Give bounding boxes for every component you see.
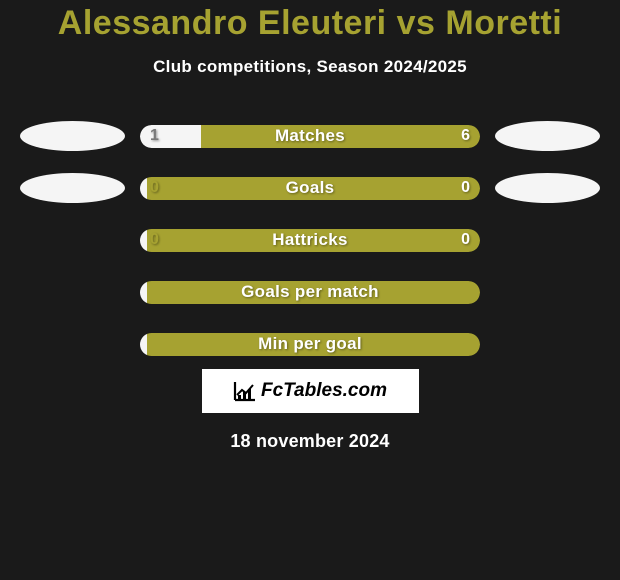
stat-value-right: 6 [461, 127, 470, 145]
player2-bubble [495, 277, 600, 307]
stat-bar: 1 Matches 6 [140, 125, 480, 148]
bar-fill-left [140, 177, 147, 200]
date-label: 18 november 2024 [0, 431, 620, 452]
player1-name: Alessandro Eleuteri [58, 4, 387, 42]
bar-fill-left [140, 333, 147, 356]
logo-text: FcTables.com [261, 380, 387, 402]
stat-value-left: 0 [150, 179, 159, 197]
player1-bubble [20, 225, 125, 255]
stat-label: Goals per match [241, 282, 379, 302]
player2-bubble [495, 173, 600, 203]
stat-bar: Min per goal [140, 333, 480, 356]
comparison-title: Alessandro Eleuteri vs Moretti [0, 0, 620, 43]
bar-fill-left [140, 281, 147, 304]
chart-icon [233, 380, 257, 402]
player2-bubble [495, 329, 600, 359]
stat-row: 0 Goals 0 [0, 173, 620, 203]
player1-bubble [20, 277, 125, 307]
player1-bubble [20, 173, 125, 203]
player1-bubble [20, 329, 125, 359]
stat-bar: 0 Goals 0 [140, 177, 480, 200]
player2-bubble [495, 121, 600, 151]
stat-bar: 0 Hattricks 0 [140, 229, 480, 252]
player2-bubble [495, 225, 600, 255]
stat-label: Goals [286, 178, 335, 198]
stat-value-left: 1 [150, 127, 159, 145]
vs-separator: vs [397, 4, 436, 42]
season-subtitle: Club competitions, Season 2024/2025 [0, 57, 620, 77]
stats-container: 1 Matches 6 0 Goals 0 0 Hattricks 0 Goals per mat… [0, 121, 620, 359]
stat-value-left: 0 [150, 231, 159, 249]
stat-value-right: 0 [461, 179, 470, 197]
stat-row: Min per goal [0, 329, 620, 359]
player1-bubble [20, 121, 125, 151]
stat-row: Goals per match [0, 277, 620, 307]
logo-card[interactable]: FcTables.com [202, 369, 419, 413]
stat-label: Min per goal [258, 334, 362, 354]
stat-value-right: 0 [461, 231, 470, 249]
stat-label: Matches [275, 126, 345, 146]
stat-row: 1 Matches 6 [0, 121, 620, 151]
stat-row: 0 Hattricks 0 [0, 225, 620, 255]
stat-label: Hattricks [272, 230, 347, 250]
stat-bar: Goals per match [140, 281, 480, 304]
player2-name: Moretti [445, 4, 562, 42]
bar-fill-left [140, 229, 147, 252]
